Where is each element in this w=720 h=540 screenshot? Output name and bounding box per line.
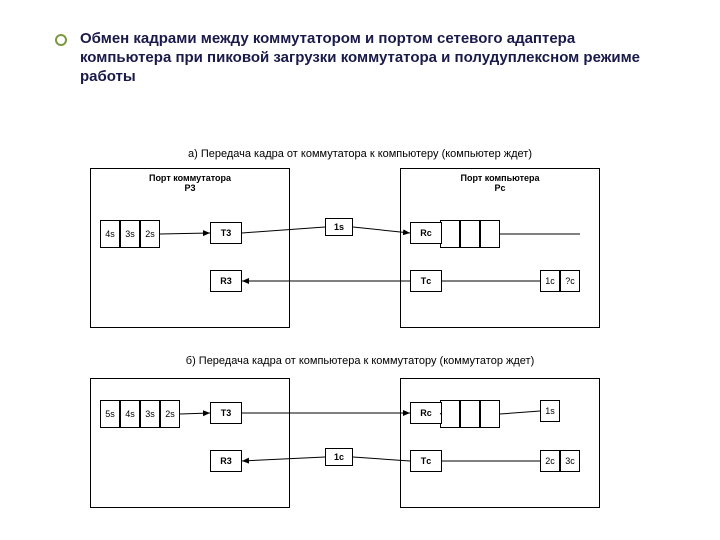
port-box-pc-a: Порт компьютера Pс — [400, 168, 600, 328]
queue-cell: 3с — [560, 450, 580, 472]
port-title-pc-a: Порт компьютера — [460, 173, 539, 183]
title-bullet — [55, 34, 67, 46]
r-right-a: Rс — [410, 222, 442, 244]
buffer-cell: 2s — [140, 220, 160, 248]
buffer-cell: 3s — [140, 400, 160, 428]
t-left-a: T3 — [210, 222, 242, 244]
port-sub-pc-a: Pс — [494, 183, 505, 193]
queue-cell: 2с — [540, 450, 560, 472]
t-right-a: Tс — [410, 270, 442, 292]
buffer-cell: 3s — [120, 220, 140, 248]
buffer-cell: 5s — [100, 400, 120, 428]
port-box-switch-a: Порт коммутатора P3 — [90, 168, 290, 328]
buffer-cell — [480, 400, 500, 428]
queue-cell: 1s — [540, 400, 560, 422]
port-box-switch-b — [90, 378, 290, 508]
port-label-switch-a: Порт коммутатора P3 — [91, 173, 289, 193]
r-right-b: Rс — [410, 402, 442, 424]
buffer-cell — [480, 220, 500, 248]
buffer-cell: 2s — [160, 400, 180, 428]
mid-frame-b: 1c — [325, 448, 353, 466]
t-right-b: Tс — [410, 450, 442, 472]
buffer-cell — [460, 220, 480, 248]
port-box-pc-b — [400, 378, 600, 508]
port-title-switch-a: Порт коммутатора — [149, 173, 231, 183]
port-label-pc-a: Порт компьютера Pс — [401, 173, 599, 193]
mid-frame-a: 1s — [325, 218, 353, 236]
page-title: Обмен кадрами между коммутатором и порто… — [80, 30, 660, 86]
caption-a: а) Передача кадра от коммутатора к компь… — [0, 148, 720, 160]
queue-cell: ?с — [560, 270, 580, 292]
buffer-cell: 4s — [100, 220, 120, 248]
caption-b: б) Передача кадра от компьютера к коммут… — [0, 355, 720, 367]
t-left-b: T3 — [210, 402, 242, 424]
buffer-cell — [440, 220, 460, 248]
r-left-a: R3 — [210, 270, 242, 292]
buffer-cell — [440, 400, 460, 428]
port-sub-switch-a: P3 — [184, 183, 195, 193]
buffer-cell: 4s — [120, 400, 140, 428]
buffer-cell — [460, 400, 480, 428]
queue-cell: 1с — [540, 270, 560, 292]
r-left-b: R3 — [210, 450, 242, 472]
